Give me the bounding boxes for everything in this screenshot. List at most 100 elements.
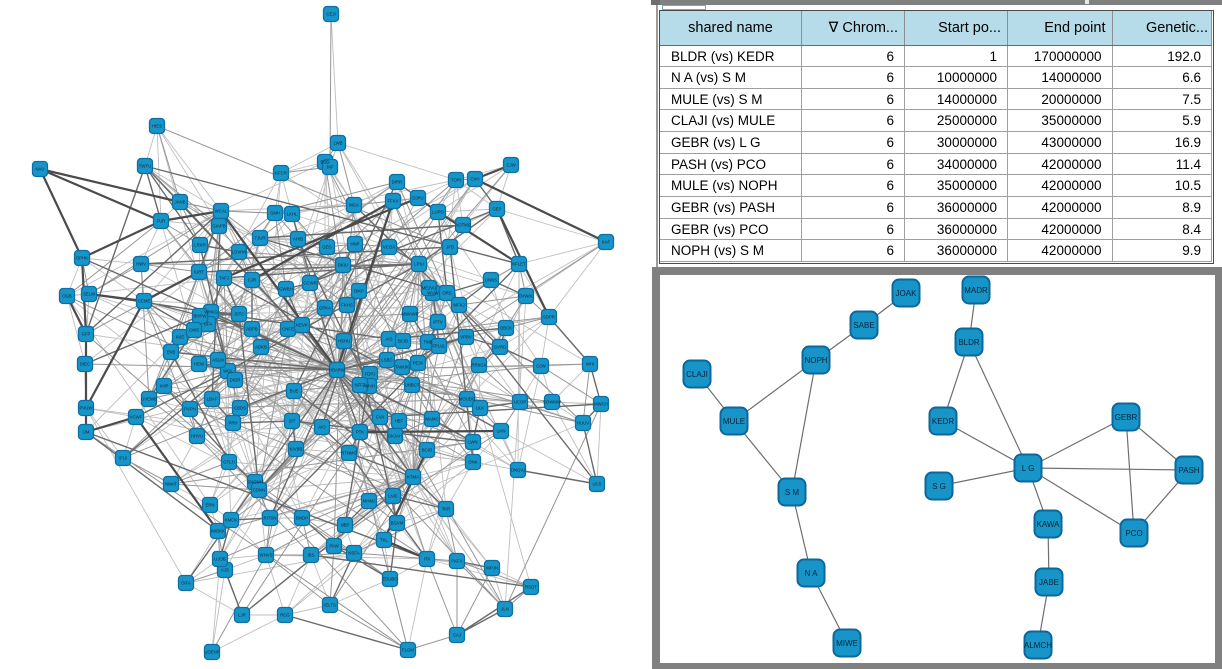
svg-text:UCS: UCS	[592, 482, 601, 487]
svg-text:KTMA: KTMA	[407, 475, 419, 480]
svg-text:LOVHN: LOVHN	[232, 250, 247, 255]
svg-text:HIES: HIES	[152, 124, 162, 129]
svg-text:GFP: GFP	[82, 332, 91, 337]
svg-text:CJW: CJW	[506, 163, 516, 168]
svg-text:CEJI: CEJI	[326, 12, 335, 17]
svg-text:BKIU: BKIU	[338, 263, 348, 268]
svg-text:MEJVU: MEJVU	[422, 286, 437, 291]
svg-text:N A: N A	[805, 569, 819, 578]
svg-text:DJPU: DJPU	[412, 196, 423, 201]
svg-text:ALMCH: ALMCH	[1024, 641, 1052, 650]
svg-text:NMAT: NMAT	[165, 482, 177, 487]
svg-text:OIFA: OIFA	[181, 581, 191, 586]
svg-text:NFFT: NFFT	[355, 383, 366, 388]
svg-text:MWCH: MWCH	[594, 402, 608, 407]
svg-text:UNBCT: UNBCT	[405, 383, 420, 388]
svg-text:IURT: IURT	[194, 270, 204, 275]
svg-text:JFB: JFB	[446, 245, 454, 250]
svg-text:DIRR: DIRR	[392, 180, 403, 185]
svg-text:NSFA: NSFA	[348, 551, 359, 556]
svg-text:MOUDG: MOUDG	[459, 397, 476, 402]
svg-text:UJOB: UJOB	[214, 557, 226, 562]
svg-text:IJM: IJM	[83, 430, 90, 435]
svg-text:MADR: MADR	[964, 286, 988, 295]
svg-text:FDPJ: FDPJ	[365, 372, 376, 377]
svg-text:SNGNH: SNGNH	[247, 480, 263, 485]
svg-text:PKFV: PKFV	[451, 559, 462, 564]
svg-text:PTK: PTK	[356, 430, 364, 435]
svg-text:RCG: RCG	[280, 613, 290, 618]
svg-text:UNNS: UNNS	[485, 278, 497, 283]
svg-text:IFUI: IFUI	[119, 456, 127, 461]
svg-text:TJUR: TJUR	[255, 236, 266, 241]
svg-text:RTNMG: RTNMG	[341, 451, 357, 456]
svg-text:HNP: HNP	[350, 242, 359, 247]
svg-text:GEG: GEG	[322, 245, 332, 250]
svg-text:UAN: UAN	[496, 429, 505, 434]
svg-text:CDNN: CDNN	[253, 488, 265, 493]
svg-text:GFA: GFA	[204, 322, 213, 327]
svg-text:FLGM: FLGM	[402, 648, 414, 653]
svg-text:CVA: CVA	[376, 415, 385, 420]
svg-text:JKF: JKF	[326, 165, 334, 170]
svg-text:ULK: ULK	[476, 406, 484, 411]
svg-text:OJW: OJW	[536, 364, 546, 369]
svg-text:LUPO: LUPO	[432, 210, 444, 215]
svg-text:TKR: TKR	[442, 507, 451, 512]
svg-text:KKE: KKE	[176, 335, 185, 340]
svg-text:AJS: AJS	[221, 568, 229, 573]
svg-text:PVPH: PVPH	[184, 407, 196, 412]
svg-text:ONGVJ: ONGVJ	[511, 468, 526, 473]
svg-text:ASLM: ASLM	[212, 358, 224, 363]
svg-text:PEJK: PEJK	[413, 361, 424, 366]
svg-text:BUE: BUE	[290, 389, 299, 394]
svg-text:SOWMW: SOWMW	[543, 400, 562, 405]
svg-text:LWN: LWN	[468, 440, 477, 445]
svg-text:ORS: ORS	[442, 291, 451, 296]
svg-text:JLN: JLN	[501, 607, 509, 612]
svg-text:BGVM: BGVM	[391, 521, 404, 526]
svg-text:LJR: LJR	[238, 613, 246, 618]
svg-text:HBARW: HBARW	[329, 368, 346, 373]
svg-text:AIO: AIO	[318, 425, 326, 430]
svg-text:GWBH: GWBH	[279, 287, 292, 292]
svg-text:JABE: JABE	[1039, 578, 1059, 587]
svg-text:MWAWP: MWAWP	[401, 312, 418, 317]
svg-text:OIKP: OIKP	[354, 289, 364, 294]
svg-text:UCOP: UCOP	[514, 400, 527, 405]
svg-text:MAMC: MAMC	[425, 417, 438, 422]
svg-text:S G: S G	[932, 482, 946, 491]
svg-text:BHPW: BHPW	[194, 314, 208, 319]
svg-text:MULE: MULE	[723, 417, 745, 426]
svg-text:HSHU: HSHU	[338, 339, 350, 344]
svg-text:IELTS: IELTS	[324, 603, 336, 608]
svg-text:LNIC: LNIC	[388, 494, 398, 499]
svg-text:ADKB: ADKB	[255, 345, 267, 350]
svg-text:CBDS: CBDS	[234, 406, 246, 411]
svg-text:EKB: EKB	[167, 350, 176, 355]
svg-text:LWB: LWB	[334, 141, 343, 146]
svg-text:TWTU: TWTU	[139, 164, 151, 169]
svg-text:CWS: CWS	[189, 328, 199, 333]
svg-text:ABPB: ABPB	[246, 327, 258, 332]
svg-text:OGB: OGB	[62, 294, 72, 299]
svg-text:WNVS: WNVS	[260, 553, 273, 558]
svg-text:VCWF: VCWF	[130, 415, 143, 420]
svg-text:WCAL: WCAL	[215, 209, 228, 214]
svg-text:IBS: IBS	[308, 553, 315, 558]
svg-text:HHVU: HHVU	[191, 434, 203, 439]
svg-text:ERN: ERN	[205, 503, 214, 508]
svg-text:TAWJK: TAWJK	[395, 365, 409, 370]
svg-text:KAF: KAF	[602, 240, 611, 245]
svg-text:LPIU: LPIU	[414, 262, 424, 267]
svg-text:FFKV: FFKV	[388, 199, 399, 204]
svg-text:KIVBB: KIVBB	[290, 447, 303, 452]
svg-text:MFKJ: MFKJ	[453, 303, 464, 308]
svg-text:HUUV: HUUV	[577, 421, 589, 426]
svg-text:LSBC: LSBC	[381, 358, 392, 363]
svg-text:SIT: SIT	[289, 419, 296, 424]
svg-text:JANB: JANB	[175, 200, 186, 205]
svg-text:CNFE: CNFE	[282, 327, 294, 332]
svg-text:BCIO: BCIO	[422, 448, 433, 453]
svg-text:SELW: SELW	[83, 292, 96, 297]
